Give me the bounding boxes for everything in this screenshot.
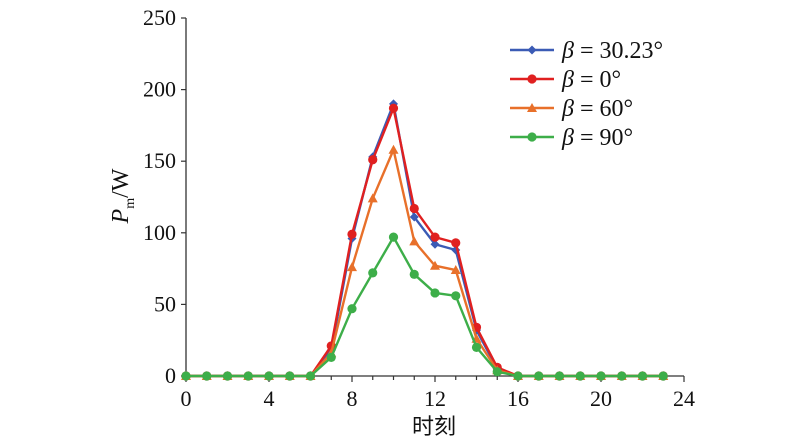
y-axis-label-unit: /W [108,168,134,198]
y-tick-label: 150 [143,148,176,173]
y-tick-label: 250 [143,5,176,30]
x-tick-label: 16 [507,386,529,411]
axis-labels: 时刻 Pm/W [108,168,456,439]
x-tick-label: 4 [264,386,275,411]
x-axis-label: 时刻 [412,414,456,439]
x-tick-label: 12 [424,386,446,411]
legend-label-value: = 30.23° [574,38,663,64]
data-point [368,155,378,165]
data-point [471,342,482,352]
series-3 [181,144,669,380]
data-point [450,265,461,275]
data-point [513,371,523,381]
legend-label: β = 90° [561,125,633,151]
data-point [658,371,668,381]
data-point [409,236,420,246]
data-point [264,371,274,381]
data-point [326,352,336,362]
data-point [637,371,648,381]
data-point [430,260,440,270]
data-point [388,103,399,113]
legend-item-4: β = 90° [510,125,633,151]
data-point [451,238,461,248]
legend: β = 30.23°β = 0°β = 60°β = 90° [510,38,663,151]
x-tick-label: 20 [590,386,612,411]
legend-swatch-marker [527,74,537,84]
legend-label-value: = 90° [574,125,633,151]
data-point [409,269,419,279]
y-tick-label: 50 [154,291,176,316]
data-point [409,203,419,214]
data-point [347,229,357,239]
series-4 [181,232,668,381]
legend-swatch-marker [527,132,537,142]
legend-label-symbol: β [561,125,574,151]
legend-label-value: = 0° [574,67,621,93]
legend-item-1: β = 30.23° [510,38,663,64]
data-point [575,371,585,381]
legend-label-symbol: β [561,96,574,122]
x-tick-label: 24 [673,386,695,411]
legend-label-symbol: β [561,38,574,64]
data-point [285,371,295,381]
y-tick-label: 100 [143,220,176,245]
data-point [554,371,565,381]
y-axis-label-symbol: P [108,208,134,224]
y-axis-label-subscript: m [123,198,138,209]
data-point [451,291,461,301]
data-point [430,239,440,249]
legend-label-symbol: β [561,67,574,93]
series-line [186,148,664,378]
data-point [596,371,606,381]
data-point [492,367,502,377]
data-point [430,232,440,242]
data-point [617,371,627,381]
legend-label: β = 60° [561,96,633,122]
series-line [186,235,664,378]
data-point [222,371,233,381]
data-point [534,371,544,381]
data-point [430,288,440,298]
data-point [181,371,191,381]
legend-swatch-marker [527,103,537,112]
legend-label: β = 0° [561,67,621,93]
data-point [388,232,399,242]
data-point [409,212,419,222]
data-point [202,371,212,381]
x-tick-label: 0 [181,386,192,411]
series-group [181,99,669,381]
y-axis-label: Pm/W [108,168,138,224]
data-point [347,304,357,314]
y-tick-label: 0 [165,363,176,388]
data-point [347,262,357,272]
y-tick-label: 200 [143,77,176,102]
tick-labels: 0 50 100 150 200 250 0 4 8 12 16 20 24 [143,5,695,411]
data-point [243,371,253,381]
legend-item-3: β = 60° [510,96,633,122]
data-point [305,371,316,381]
data-point [367,193,378,203]
data-point [368,268,378,278]
data-point [388,144,399,154]
legend-label-value: = 60° [574,96,633,122]
legend-label: β = 30.23° [561,38,663,64]
x-tick-label: 8 [347,386,358,411]
legend-item-2: β = 0° [510,67,621,93]
legend-swatch-marker [527,45,537,55]
